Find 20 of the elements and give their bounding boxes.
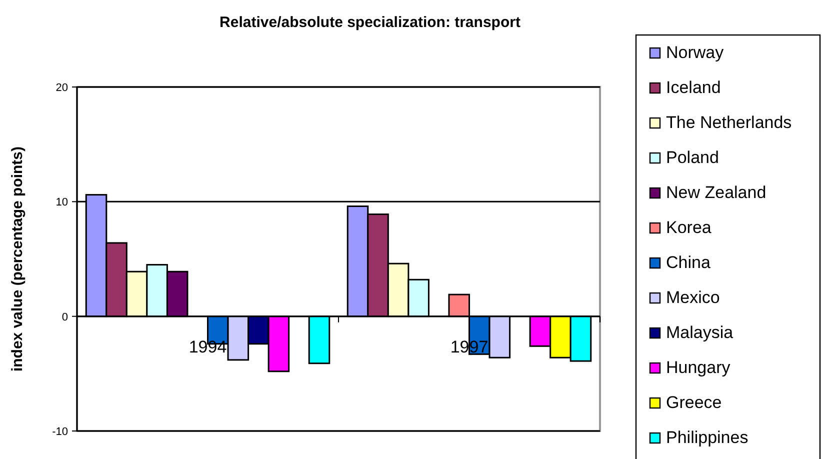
legend-label: Iceland: [666, 78, 721, 97]
legend-label: The Netherlands: [666, 113, 792, 132]
y-tick-label: 10: [56, 196, 68, 209]
y-tick-label: 20: [56, 82, 68, 94]
legend-label: Hungary: [666, 358, 731, 377]
y-tick-label: 0: [62, 311, 68, 324]
y-axis-title: index value (percentage points): [9, 146, 26, 372]
x-tick-label: 1994: [188, 337, 227, 356]
legend-label: Mexico: [666, 288, 720, 307]
legend-label: China: [666, 253, 711, 272]
chart-title: Relative/absolute specialization: transport: [220, 14, 520, 31]
legend-label: Norway: [666, 43, 724, 62]
x-tick-label: 1997: [450, 337, 488, 356]
legend-label: Philippines: [666, 428, 748, 447]
legend-label: Poland: [666, 148, 719, 167]
legend-label: Korea: [666, 218, 712, 237]
legend-label: Greece: [666, 393, 722, 412]
legend-label: New Zealand: [666, 183, 766, 202]
legend-label: Malaysia: [666, 323, 734, 342]
y-tick-label: -10: [52, 426, 68, 438]
